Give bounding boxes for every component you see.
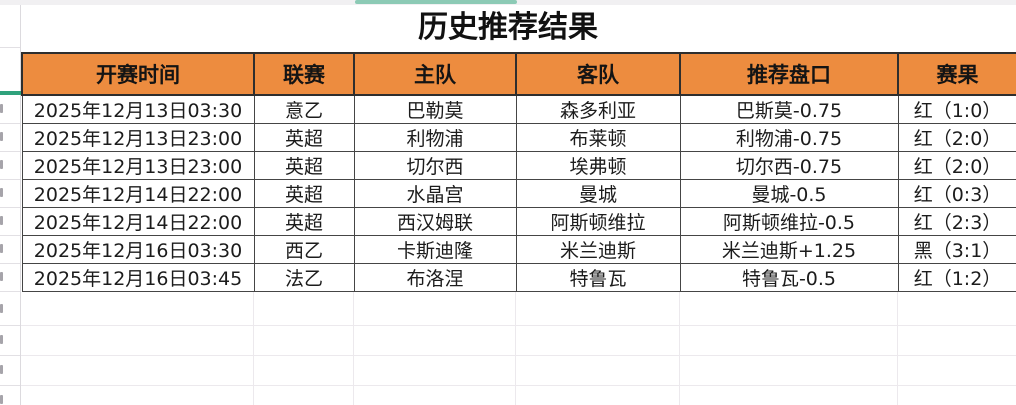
cell-handicap[interactable]: 特鲁瓦-0.5 (679, 263, 899, 292)
gutter-grid-line (0, 325, 20, 326)
cell-handicap[interactable]: 利物浦-0.75 (679, 123, 899, 152)
cell-away-team[interactable]: 特鲁瓦 (515, 263, 681, 292)
gutter-grid-line (0, 355, 20, 356)
cell-home-team[interactable]: 巴勒莫 (353, 94, 517, 124)
cell-start-time[interactable]: 2025年12月14日22:00 (21, 207, 255, 236)
cell-league[interactable]: 法乙 (253, 263, 355, 292)
empty-grid-line (897, 292, 898, 405)
cell-start-time[interactable]: 2025年12月16日03:30 (21, 235, 255, 264)
cell-result[interactable]: 黑（3:1） (897, 235, 1016, 264)
col-header-start-time[interactable]: 开赛时间 (21, 52, 255, 96)
cell-league[interactable]: 意乙 (253, 94, 355, 124)
cell-result[interactable]: 红（2:0） (897, 123, 1016, 152)
col-header-league[interactable]: 联赛 (253, 52, 355, 96)
cell-handicap[interactable]: 巴斯莫-0.75 (679, 94, 899, 124)
table-row: 2025年12月13日03:30 意乙 巴勒莫 森多利亚 巴斯莫-0.75 红（… (21, 94, 1016, 124)
sheet-title[interactable]: 历史推荐结果 (0, 5, 1016, 52)
row-number-fragment (0, 272, 3, 281)
gutter-grid-line (0, 385, 20, 386)
empty-grid-line (515, 292, 516, 405)
cell-handicap[interactable]: 阿斯顿维拉-0.5 (679, 207, 899, 236)
col-header-home-team[interactable]: 主队 (353, 52, 517, 96)
table-row: 2025年12月14日22:00 英超 水晶宫 曼城 曼城-0.5 红（0:3） (21, 179, 1016, 208)
table-row: 2025年12月13日23:00 英超 利物浦 布莱顿 利物浦-0.75 红（2… (21, 123, 1016, 152)
gutter-grid-line (0, 179, 20, 180)
empty-grid-line (21, 325, 1016, 326)
cell-away-team[interactable]: 米兰迪斯 (515, 235, 681, 264)
gutter-grid-line (0, 291, 20, 292)
row-number-fragment (0, 244, 3, 253)
table-row: 2025年12月16日03:45 法乙 布洛涅 特鲁瓦 特鲁瓦-0.5 红（1:… (21, 263, 1016, 292)
header-row: 开赛时间 联赛 主队 客队 推荐盘口 赛果 (21, 52, 1016, 96)
gutter-grid-line (0, 263, 20, 264)
cell-league[interactable]: 英超 (253, 151, 355, 180)
cell-home-team[interactable]: 切尔西 (353, 151, 517, 180)
cell-handicap[interactable]: 米兰迪斯+1.25 (679, 235, 899, 264)
empty-grid-line (21, 355, 1016, 356)
cell-start-time[interactable]: 2025年12月13日03:30 (21, 94, 255, 124)
cell-home-team[interactable]: 水晶宫 (353, 179, 517, 208)
cell-handicap[interactable]: 曼城-0.5 (679, 179, 899, 208)
cell-start-time[interactable]: 2025年12月16日03:45 (21, 263, 255, 292)
row-number-fragment (0, 132, 3, 141)
cell-league[interactable]: 英超 (253, 123, 355, 152)
cell-away-team[interactable]: 布莱顿 (515, 123, 681, 152)
cell-result[interactable]: 红（1:0） (897, 94, 1016, 124)
row-number-fragment (0, 188, 3, 197)
cell-away-team[interactable]: 曼城 (515, 179, 681, 208)
gutter-grid-line (0, 207, 20, 208)
empty-grid-line (679, 292, 680, 405)
top-scrollbar-track[interactable] (0, 0, 1016, 5)
cell-away-team[interactable]: 阿斯顿维拉 (515, 207, 681, 236)
frozen-pane-indicator (0, 91, 21, 95)
row-number-fragment (0, 216, 3, 225)
col-header-handicap[interactable]: 推荐盘口 (679, 52, 899, 96)
cell-result[interactable]: 红（0:3） (897, 179, 1016, 208)
cell-result[interactable]: 红（2:0） (897, 151, 1016, 180)
gutter-grid-line (0, 47, 20, 48)
results-table: 开赛时间 联赛 主队 客队 推荐盘口 赛果 2025年12月13日03:30 意… (21, 52, 1016, 292)
table-row: 2025年12月16日03:30 西乙 卡斯迪隆 米兰迪斯 米兰迪斯+1.25 … (21, 235, 1016, 264)
cell-league[interactable]: 西乙 (253, 235, 355, 264)
cell-start-time[interactable]: 2025年12月13日23:00 (21, 151, 255, 180)
cell-result[interactable]: 红（1:2） (897, 263, 1016, 292)
row-number-fragment (0, 395, 3, 404)
cell-start-time[interactable]: 2025年12月14日22:00 (21, 179, 255, 208)
cell-result[interactable]: 红（2:3） (897, 207, 1016, 236)
row-number-fragment (0, 304, 3, 313)
table-row: 2025年12月14日22:00 英超 西汉姆联 阿斯顿维拉 阿斯顿维拉-0.5… (21, 207, 1016, 236)
empty-grid-line (353, 292, 354, 405)
col-header-away-team[interactable]: 客队 (515, 52, 681, 96)
cell-home-team[interactable]: 卡斯迪隆 (353, 235, 517, 264)
gutter-grid-line (0, 123, 20, 124)
row-number-fragment (0, 104, 3, 113)
cell-home-team[interactable]: 西汉姆联 (353, 207, 517, 236)
cell-away-team[interactable]: 森多利亚 (515, 94, 681, 124)
row-number-fragment (0, 335, 3, 344)
empty-grid-line (21, 385, 1016, 386)
cell-handicap[interactable]: 切尔西-0.75 (679, 151, 899, 180)
cell-league[interactable]: 英超 (253, 207, 355, 236)
cell-start-time[interactable]: 2025年12月13日23:00 (21, 123, 255, 152)
cell-away-team[interactable]: 埃弗顿 (515, 151, 681, 180)
row-number-fragment (0, 160, 3, 169)
gutter-grid-line (0, 151, 20, 152)
table-row: 2025年12月13日23:00 英超 切尔西 埃弗顿 切尔西-0.75 红（2… (21, 151, 1016, 180)
cell-home-team[interactable]: 布洛涅 (353, 263, 517, 292)
cell-home-team[interactable]: 利物浦 (353, 123, 517, 152)
row-gutter-divider (20, 5, 21, 405)
gutter-grid-line (0, 235, 20, 236)
empty-grid-line (253, 292, 254, 405)
top-scrollbar-thumb[interactable] (355, 0, 517, 4)
col-header-result[interactable]: 赛果 (897, 52, 1016, 96)
cell-league[interactable]: 英超 (253, 179, 355, 208)
row-number-fragment (0, 365, 3, 374)
